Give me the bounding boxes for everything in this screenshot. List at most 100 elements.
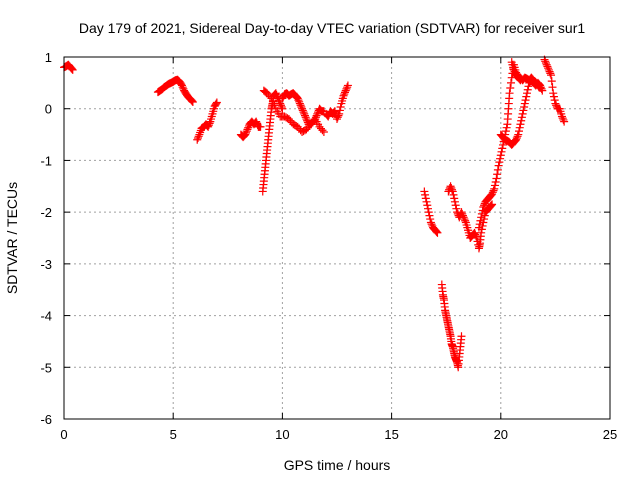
- data-point: [420, 187, 429, 196]
- data-point: [271, 89, 280, 98]
- data-point: [487, 201, 496, 210]
- data-point: [335, 109, 344, 118]
- data-point: [549, 89, 558, 98]
- data-point: [188, 97, 197, 106]
- data-point: [488, 190, 497, 199]
- data-point: [522, 92, 531, 101]
- data-point: [506, 78, 515, 87]
- data-point: [341, 86, 350, 95]
- data-point: [457, 208, 466, 217]
- data-point: [422, 197, 431, 206]
- data-point: [448, 187, 457, 196]
- y-tick-label: -5: [40, 360, 52, 375]
- axis-ticks: [63, 56, 611, 420]
- data-point: [319, 127, 328, 136]
- data-point: [509, 65, 518, 74]
- data-point: [490, 181, 499, 190]
- data-point: [478, 206, 487, 215]
- data-point: [459, 213, 468, 222]
- data-point: [461, 216, 470, 225]
- data-point: [493, 170, 502, 179]
- chart-title: Day 179 of 2021, Sidereal Day-to-day VTE…: [79, 20, 585, 36]
- data-point: [497, 147, 506, 156]
- data-point: [457, 332, 466, 341]
- data-point: [298, 104, 307, 113]
- data-point: [517, 116, 526, 125]
- data-point: [505, 89, 514, 98]
- data-point: [212, 99, 221, 108]
- data-point: [477, 228, 486, 237]
- data-point: [471, 230, 480, 239]
- data-point: [448, 185, 457, 194]
- data-point: [243, 125, 252, 134]
- data-point: [512, 134, 521, 143]
- data-point: [427, 220, 436, 229]
- y-tick-label: -3: [40, 257, 52, 272]
- data-point: [513, 132, 522, 141]
- data-point: [510, 67, 519, 76]
- data-point: [518, 109, 527, 118]
- data-point: [260, 87, 269, 96]
- data-point: [515, 123, 524, 132]
- data-point: [477, 213, 486, 222]
- data-point: [520, 102, 529, 111]
- data-point: [446, 182, 455, 191]
- y-tick-label: -6: [40, 412, 52, 427]
- data-point: [491, 177, 500, 186]
- data-point: [498, 140, 507, 149]
- data-point: [502, 123, 511, 132]
- data-point: [252, 117, 261, 126]
- data-point: [480, 201, 489, 210]
- data-point: [343, 83, 352, 92]
- data-point: [205, 119, 214, 128]
- data-point: [244, 123, 253, 132]
- data-point: [268, 97, 277, 106]
- data-point: [544, 64, 553, 73]
- data-point: [495, 158, 504, 167]
- data-point: [426, 218, 435, 227]
- plot-frame: [63, 56, 611, 420]
- data-point: [212, 98, 221, 107]
- data-point: [266, 92, 275, 101]
- data-point: [541, 57, 550, 66]
- x-tick-label: 20: [494, 427, 508, 442]
- data-point: [496, 154, 505, 163]
- data-point: [341, 88, 350, 97]
- x-axis-label: GPS time / hours: [284, 457, 391, 473]
- data-point: [543, 62, 552, 71]
- data-point: [421, 194, 430, 203]
- data-point: [204, 121, 213, 130]
- data-point: [334, 111, 343, 120]
- data-point: [256, 122, 265, 131]
- data-point: [498, 144, 507, 153]
- x-tick-labels: 0 5 10 15 20 25: [60, 427, 617, 442]
- data-point: [297, 102, 306, 111]
- data-point: [488, 188, 497, 197]
- data-point: [523, 89, 532, 98]
- data-point: [432, 227, 441, 236]
- data-point: [67, 64, 76, 73]
- data-point: [501, 127, 510, 136]
- data-point: [193, 135, 202, 144]
- data-point: [535, 83, 544, 92]
- data-point: [547, 71, 556, 80]
- x-tick-label: 15: [384, 427, 398, 442]
- data-point: [276, 99, 285, 108]
- data-point: [520, 99, 529, 108]
- data-point: [494, 161, 503, 170]
- data-point: [450, 194, 459, 203]
- data-point: [178, 83, 187, 92]
- data-point: [536, 84, 545, 93]
- data-point: [432, 227, 441, 236]
- data-point: [534, 82, 543, 91]
- data-point: [547, 77, 556, 86]
- data-point: [541, 59, 550, 68]
- data-point: [549, 92, 558, 101]
- x-tick-label: 25: [603, 427, 617, 442]
- data-point: [330, 108, 339, 117]
- data-point: [194, 132, 203, 141]
- data-point: [447, 184, 456, 193]
- data-point: [295, 97, 304, 106]
- data-point: [523, 85, 532, 94]
